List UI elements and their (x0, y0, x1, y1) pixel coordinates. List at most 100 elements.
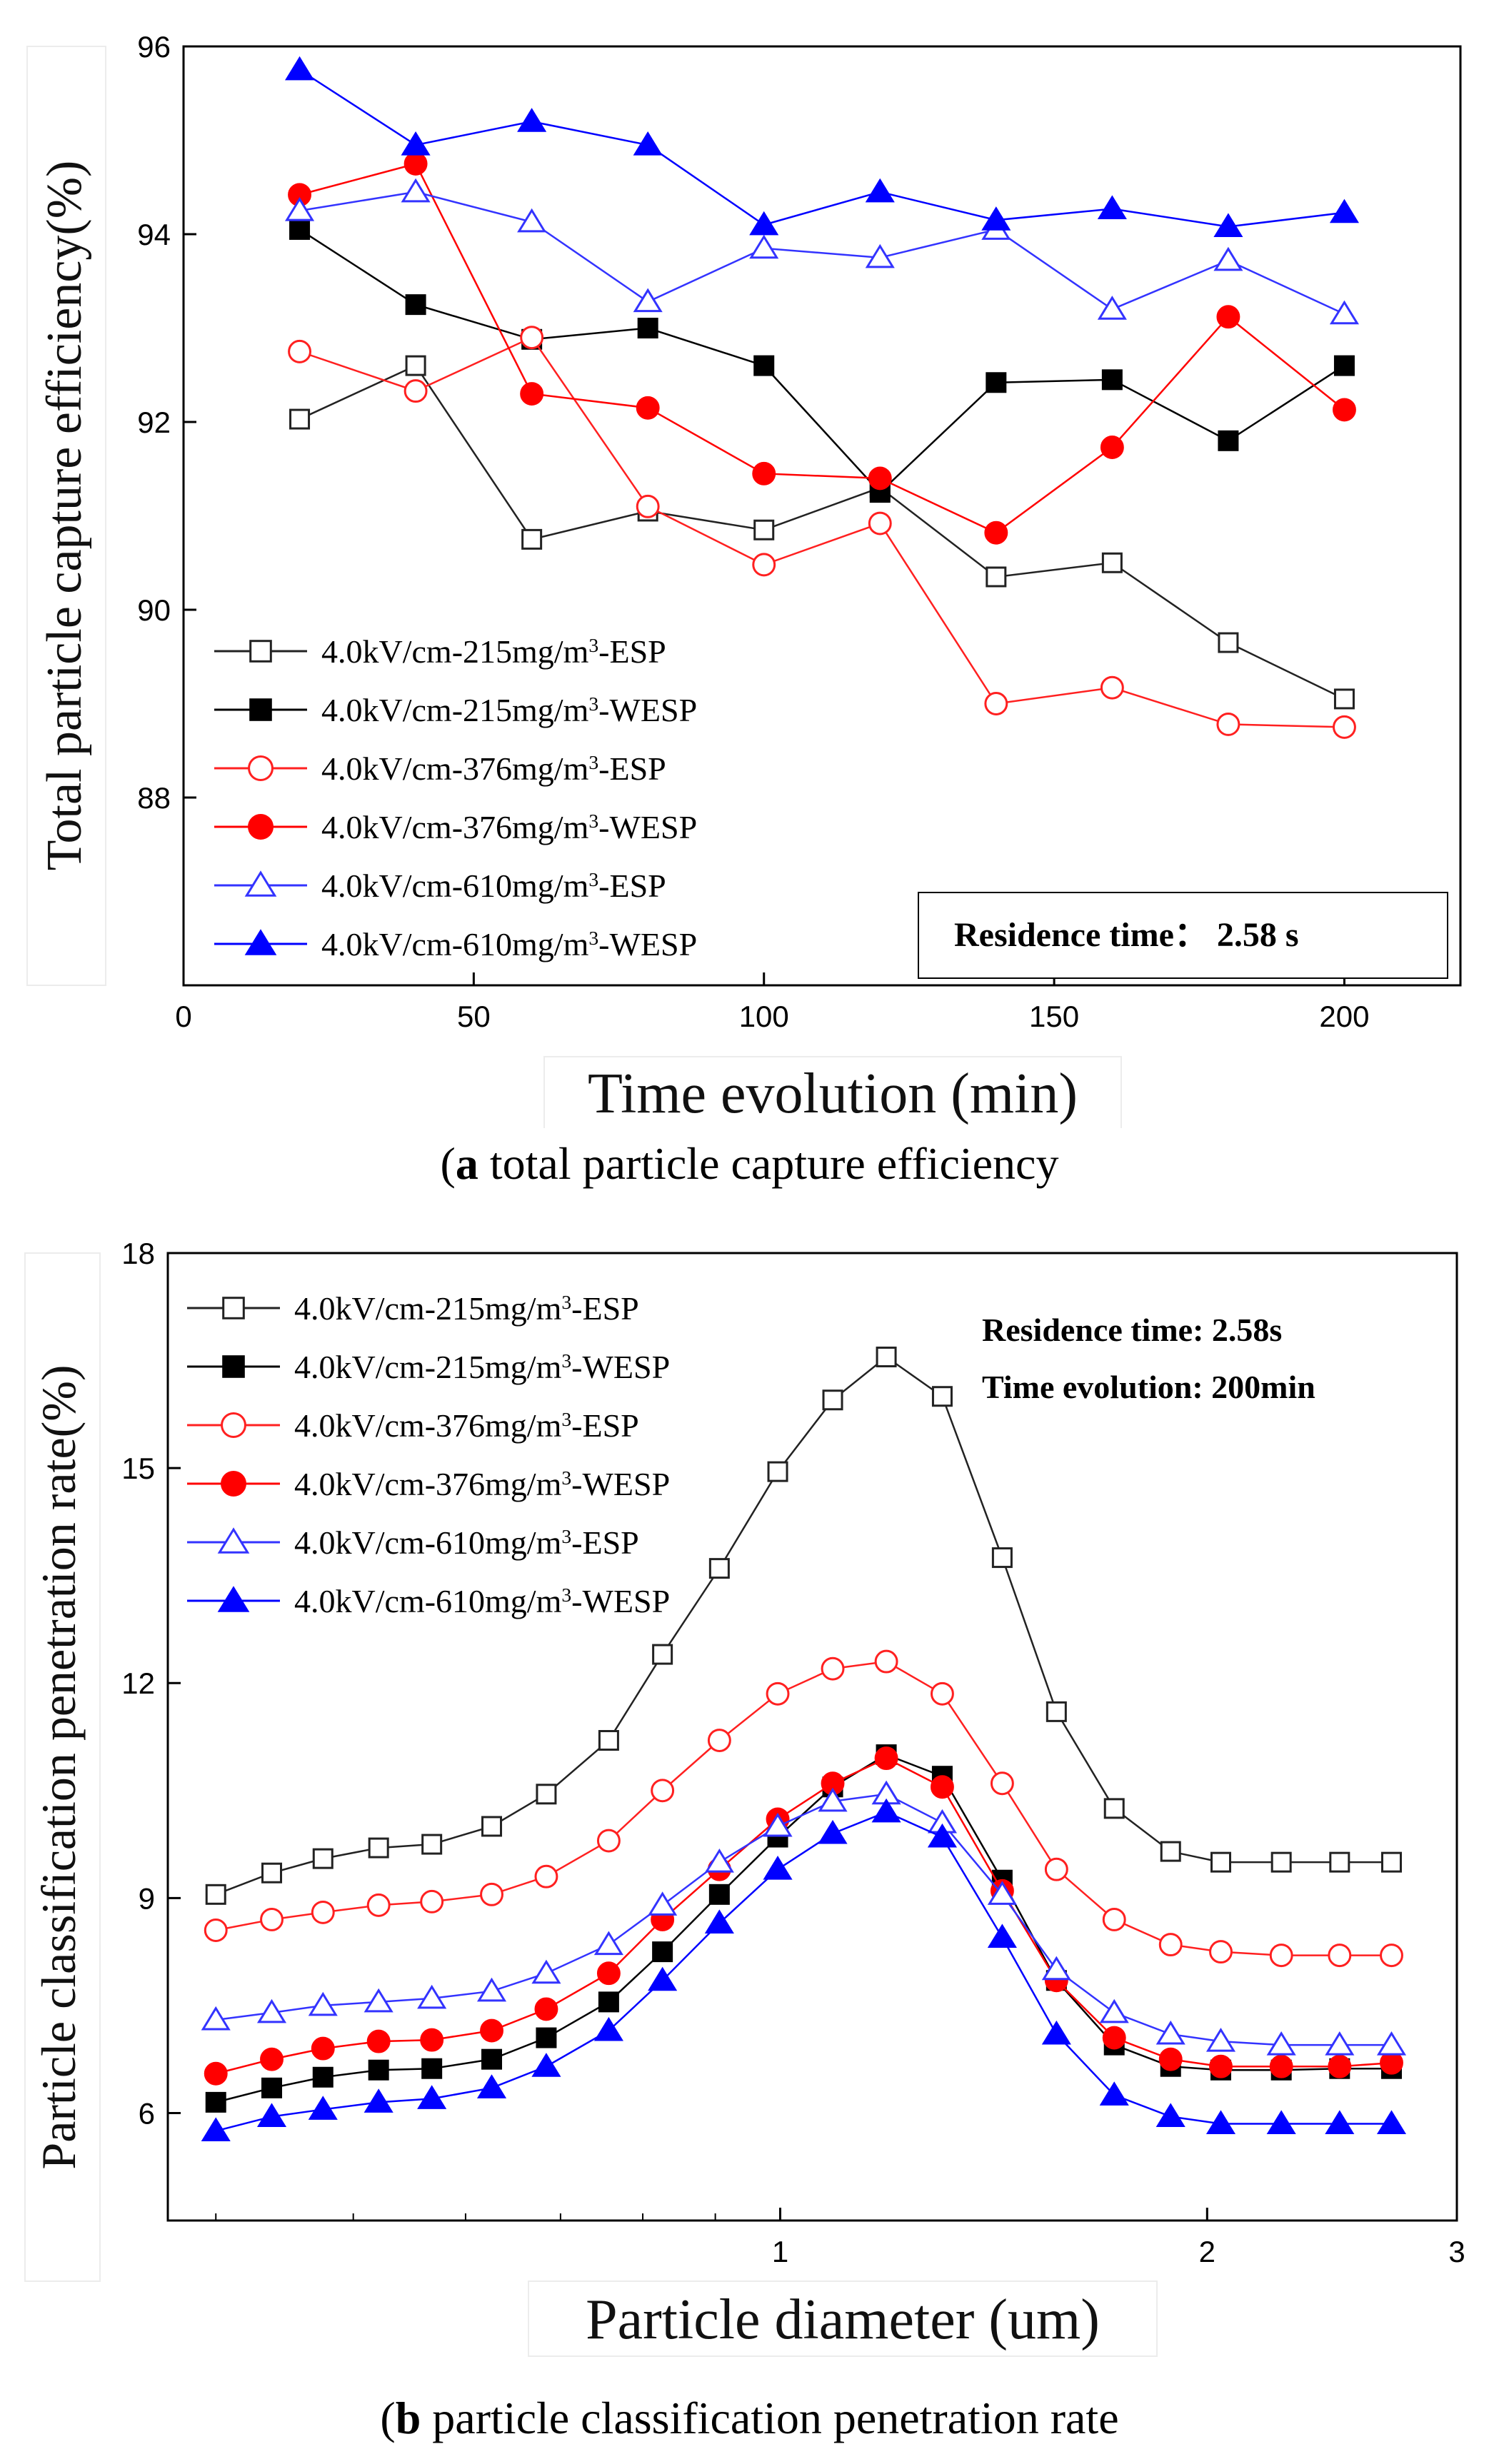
chart-b-point-s4-13 (874, 1746, 898, 1771)
caption-b-text: particle classification penetration rate (421, 2393, 1119, 2443)
chart-b-point-s2-5 (421, 2058, 443, 2079)
chart-b-point-s5-7 (531, 1959, 561, 1984)
chart-b-point-s6-3 (308, 2096, 338, 2120)
chart-b-point-s5-5 (417, 1984, 447, 2009)
chart-a-ytick-label: 96 (137, 30, 171, 64)
chart-a-ylabel: Total particle capture efficiency(%) (37, 161, 92, 871)
chart-b-point-s1-1 (205, 1884, 226, 1905)
chart-b-point-s3-17 (1102, 1907, 1126, 1931)
chart-a-series-line-4 (299, 162, 1345, 534)
chart-a-point-s5-5 (749, 234, 779, 259)
chart-b-point-s1-20 (1270, 1851, 1292, 1873)
chart-b-point-s5-20 (1266, 2031, 1296, 2056)
chart-a-annotation-box (918, 892, 1448, 979)
chart-b-legend-marker-2 (222, 1355, 245, 1378)
chart-b-point-s6-18 (1155, 2103, 1185, 2127)
chart-b-point-s5-21 (1325, 2031, 1355, 2056)
chart-b-legend-marker-1 (222, 1297, 245, 1319)
chart-a-xtick-label: 100 (739, 1000, 789, 1033)
chart-b-legend-marker-3 (221, 1412, 246, 1438)
chart-b-point-s1-19 (1210, 1851, 1231, 1873)
chart-b-legend-label-5: 4.0kV/cm-610mg/m3-ESP (294, 1524, 639, 1561)
chart-b-point-s3-6 (480, 1882, 503, 1906)
chart-b-series-line-5 (216, 1793, 1392, 2046)
chart-b-point-s1-5 (421, 1834, 443, 1855)
chart-a-point-s2-10 (1333, 355, 1355, 376)
chart-a-legend-label-1: 4.0kV/cm-215mg/m3-ESP (321, 633, 666, 670)
chart-a-series-line-3 (299, 336, 1345, 728)
chart-b-point-s5-18 (1155, 2020, 1185, 2045)
chart-b-point-s3-11 (766, 1681, 790, 1706)
chart-b-point-s2-6 (481, 2048, 503, 2070)
chart-a-point-s1-7 (986, 566, 1007, 588)
chart-b-point-s6-20 (1266, 2110, 1296, 2134)
chart-a-point-s1-2 (405, 355, 426, 376)
chart-a-ytick-label: 92 (137, 406, 171, 439)
chart-b-legend-label-1: 4.0kV/cm-215mg/m3-ESP (294, 1290, 639, 1327)
chart-b-point-s5-16 (1041, 1956, 1071, 1981)
chart-b-point-s6-15 (987, 1924, 1017, 1948)
chart-a-point-s2-2 (405, 294, 426, 316)
chart-a-point-s3-5 (752, 553, 776, 577)
chart-b-point-s3-16 (1044, 1857, 1068, 1881)
chart-a-legend-marker-6 (244, 929, 277, 955)
chart-a-point-s3-3 (520, 326, 544, 350)
chart-a-point-s6-10 (1329, 198, 1360, 223)
chart-b-point-s4-22 (1380, 2051, 1403, 2075)
chart-a-point-s5-6 (865, 243, 895, 268)
chart-b-point-s4-5 (420, 2028, 444, 2052)
chart-a-legend-label-2: 4.0kV/cm-215mg/m3-WESP (321, 692, 697, 728)
chart-b-point-s6-16 (1041, 2020, 1071, 2045)
chart-b-point-s4-1 (204, 2061, 228, 2086)
chart-a-point-s4-9 (1216, 305, 1240, 329)
chart-b-point-s4-6 (480, 2018, 503, 2043)
chart-a-legend-label-6: 4.0kV/cm-610mg/m3-WESP (321, 926, 697, 962)
chart-a-point-s4-6 (868, 466, 892, 491)
chart-b-point-s2-4 (368, 2059, 389, 2081)
chart-b-point-s3-21 (1328, 1943, 1352, 1968)
chart-b-point-s6-19 (1205, 2110, 1236, 2134)
chart-b-point-s6-12 (818, 1819, 848, 1844)
chart-a-point-s3-1 (288, 339, 311, 363)
chart-b-point-s3-2 (260, 1907, 284, 1931)
chart-a-xtick-label: 150 (1029, 1000, 1079, 1033)
chart-b-point-s2-9 (652, 1941, 673, 1963)
chart-b-xtick-label: 3 (1448, 2235, 1465, 2268)
chart-a-point-s3-2 (403, 379, 428, 403)
chart-b-point-s3-8 (596, 1829, 621, 1853)
chart-b-xtick-label: 1 (772, 2235, 788, 2268)
chart-b-point-s4-17 (1102, 2026, 1126, 2050)
chart-b-point-s5-1 (201, 2006, 231, 2031)
chart-b-point-s5-4 (364, 1988, 393, 2013)
chart-b-point-s4-21 (1328, 2054, 1352, 2078)
chart-a-point-s6-7 (981, 206, 1011, 231)
caption-b-label: b (395, 2393, 421, 2443)
chart-a-xlabel: Time evolution (min) (588, 1062, 1078, 1125)
chart-b-legend-marker-6 (217, 1586, 250, 1612)
chart-a-point-s5-8 (1097, 296, 1127, 320)
chart-b-point-s5-11 (763, 1812, 793, 1837)
chart-b-point-s5-12 (818, 1787, 848, 1812)
chart-a-legend-marker-2 (249, 698, 272, 721)
chart-a-point-s5-1 (284, 196, 315, 221)
chart-b-point-s3-20 (1269, 1943, 1293, 1968)
chart-a-point-s5-10 (1329, 300, 1360, 325)
chart-b-xlabel: Particle diameter (um) (586, 2288, 1100, 2351)
chart-a-series-line-1 (299, 364, 1345, 700)
chart-b-point-s1-10 (708, 1558, 730, 1579)
chart-a-point-s1-5 (753, 519, 775, 540)
chart-a-point-s1-10 (1333, 688, 1355, 710)
chart-b-ytick-label: 18 (121, 1237, 155, 1270)
chart-a-point-s4-4 (636, 396, 660, 420)
chart-b-point-s1-18 (1160, 1841, 1181, 1862)
chart-b-point-s1-2 (261, 1862, 283, 1884)
chart-a-xtick-label: 200 (1319, 1000, 1369, 1033)
chart-b-point-s6-6 (476, 2074, 507, 2098)
chart-a-point-s3-6 (868, 511, 892, 535)
chart-a-legend-marker-5 (244, 870, 277, 897)
chart-b-xtick-label: 2 (1199, 2235, 1215, 2268)
chart-b-point-s5-22 (1376, 2031, 1407, 2056)
chart-a-point-s1-8 (1101, 552, 1123, 573)
chart-b-point-s1-15 (991, 1547, 1013, 1569)
